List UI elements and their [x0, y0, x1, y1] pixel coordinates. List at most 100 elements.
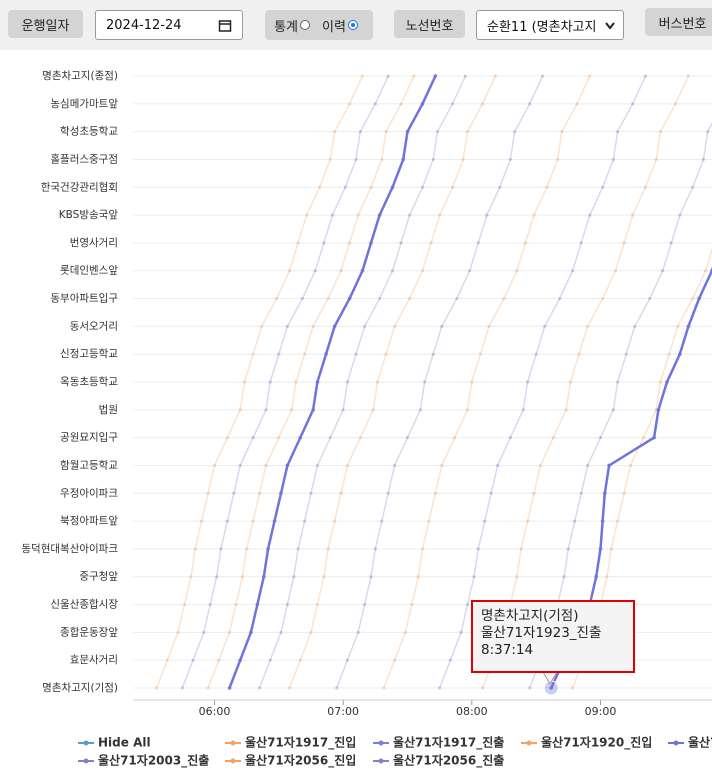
trip-point [335, 686, 339, 690]
trip-point [399, 241, 403, 245]
legend-item[interactable]: Hide All [78, 736, 151, 750]
trip-point [673, 102, 678, 106]
mode-toggle: 통계 이력 [265, 10, 373, 40]
trip-point [302, 352, 307, 356]
mode-stats[interactable]: 통계 [274, 19, 298, 35]
trip-point [605, 575, 609, 579]
legend-item[interactable]: 울산71자1917_진출 [373, 735, 504, 751]
trip-point [393, 658, 397, 662]
legend-label[interactable]: 울산71자2056_진입 [245, 753, 356, 769]
trip-point [540, 74, 545, 78]
trip-point [212, 463, 217, 468]
trip-point [285, 324, 289, 328]
trip-point [217, 658, 221, 662]
x-tick-label: 08:00 [456, 705, 488, 718]
y-tick-label: KBS방송국앞 [59, 209, 119, 221]
trip-line [439, 75, 647, 689]
trip-point [232, 491, 236, 495]
trip-point [431, 352, 435, 356]
trip-point [298, 435, 303, 440]
bus-button[interactable]: 버스번호 [645, 8, 712, 36]
grid [133, 75, 712, 705]
y-tick-label: 동덕현대복산아이파크 [21, 543, 118, 555]
tooltip-box [471, 600, 635, 673]
legend-swatch-dot [673, 740, 679, 746]
legend-item[interactable]: 울산71자1923_진출 [668, 735, 712, 751]
toolbar: 운행일자 2024-12-24 통계 이력 노선번호 순환11 (명촌차고지 버… [0, 0, 712, 50]
trip-point [433, 491, 437, 495]
trip-point [551, 436, 555, 440]
trip-point [420, 102, 425, 106]
trip-point [667, 352, 671, 356]
legend-label[interactable]: 울산71자2003_진출 [98, 753, 209, 769]
trip-point [423, 380, 427, 384]
trip-point [296, 241, 300, 245]
trip-point [393, 463, 397, 468]
trip-point [363, 602, 367, 607]
trip-point [189, 575, 193, 579]
trip-point [360, 268, 365, 273]
legend-label[interactable]: Hide All [98, 736, 151, 750]
legend-label[interactable]: 울산71자2056_진출 [393, 753, 504, 769]
y-tick-label: 롯데인벤스앞 [60, 265, 118, 277]
trip-point [609, 547, 613, 551]
trip-point [465, 602, 470, 607]
trip-point [485, 213, 489, 217]
legend-label[interactable]: 울산71자1917_진출 [393, 735, 504, 751]
trip-point [433, 74, 438, 78]
trip-point [369, 241, 373, 245]
trip-point [356, 213, 360, 217]
trip-point [588, 74, 592, 78]
legend-item[interactable]: 울산71자1917_진입 [225, 735, 356, 751]
y-tick-label: 북정아파트앞 [60, 515, 118, 527]
trip-point [375, 380, 380, 384]
trip-point [249, 630, 253, 635]
trip-point [487, 324, 491, 328]
trip-point [268, 380, 272, 384]
radio-history[interactable] [347, 20, 358, 30]
trip-line [155, 75, 364, 689]
date-value: 2024-12-24 [106, 17, 182, 33]
radio-stats[interactable] [300, 20, 310, 30]
trip-point [556, 157, 560, 162]
legend-item[interactable]: 울산71자2003_진출 [78, 753, 209, 769]
trip-point [513, 130, 517, 134]
trip-point [193, 547, 197, 551]
date-button[interactable]: 운행일자 [8, 10, 83, 38]
route-button[interactable]: 노선번호 [394, 10, 465, 38]
trip-point [264, 408, 268, 412]
trip-point [568, 380, 573, 384]
trip-point [332, 519, 337, 523]
trip-point [600, 519, 605, 523]
trip-point [420, 185, 425, 189]
legend-item[interactable]: 울산71자2056_진출 [373, 753, 504, 769]
trip-point [601, 296, 605, 301]
plot-area [154, 74, 712, 696]
y-tick-label: 동부아파트입구 [50, 292, 118, 305]
trip-point [455, 296, 459, 301]
legend-label[interactable]: 울산71자1923_진출 [688, 735, 712, 751]
trip-point [363, 324, 367, 328]
mode-history[interactable]: 이력 [322, 19, 346, 35]
trip-point [238, 658, 243, 662]
trip-point [219, 547, 223, 551]
legend-item[interactable]: 울산71자1920_진입 [521, 735, 652, 751]
trip-point [571, 269, 575, 273]
trip-point [465, 408, 470, 412]
trip-point [339, 491, 343, 495]
trip-point [438, 213, 442, 217]
date-input[interactable]: 2024-12-24 [95, 10, 243, 40]
trip-point [566, 547, 570, 551]
legend-label[interactable]: 울산71자1920_진입 [541, 735, 652, 751]
trip-point [654, 157, 658, 162]
trip-point [332, 324, 337, 329]
route-select[interactable]: 순환11 (명촌차고지 [476, 10, 624, 40]
trip-point [272, 519, 277, 523]
legend-item[interactable]: 울산71자2056_진입 [225, 753, 356, 769]
trip-point [669, 241, 673, 245]
legend-label[interactable]: 울산71자1917_진입 [245, 735, 356, 751]
trip-point [322, 575, 326, 579]
trip-point [311, 408, 315, 412]
trip-line [383, 75, 591, 689]
